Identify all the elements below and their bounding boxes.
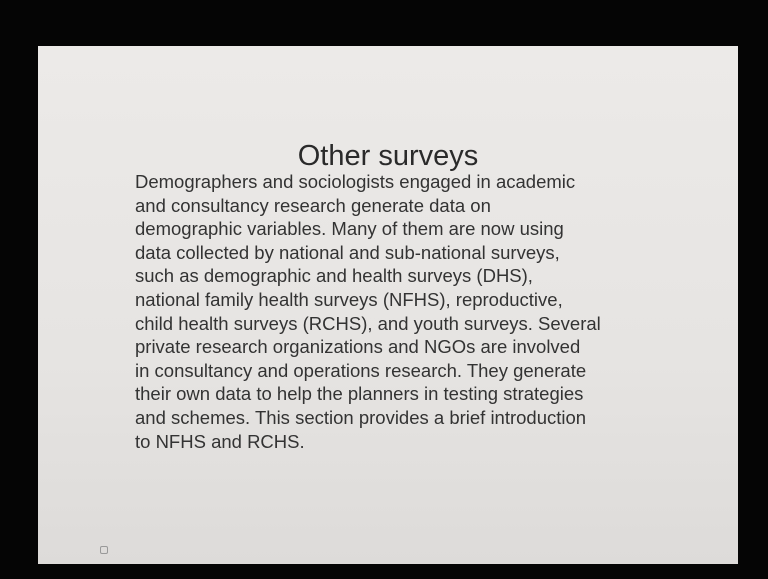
body-line: demographic variables. Many of them are …	[135, 218, 564, 240]
body-line: and schemes. This section provides a bri…	[135, 406, 587, 428]
slide-title: Other surveys	[297, 140, 479, 172]
body-line: Demographers and sociologists engaged in…	[135, 171, 576, 192]
slide-body: Demographers and sociologists engaged in…	[135, 170, 601, 453]
body-line: data collected by national and sub-natio…	[135, 241, 560, 263]
body-line: in consultancy and operations research. …	[135, 359, 587, 381]
body-line: national family health surveys (NFHS), r…	[135, 288, 563, 310]
body-line: private research organizations and NGOs …	[135, 336, 581, 358]
body-line: their own data to help the planners in t…	[135, 383, 584, 405]
mouse-cursor	[100, 546, 108, 554]
body-line: such as demographic and health surveys (…	[135, 265, 533, 287]
body-line: child health surveys (RCHS), and youth s…	[135, 312, 601, 334]
body-line: to NFHS and RCHS.	[135, 430, 305, 452]
body-line: and consultancy research generate data o…	[135, 194, 491, 216]
slide: Other surveys Demographers and sociologi…	[38, 46, 738, 564]
